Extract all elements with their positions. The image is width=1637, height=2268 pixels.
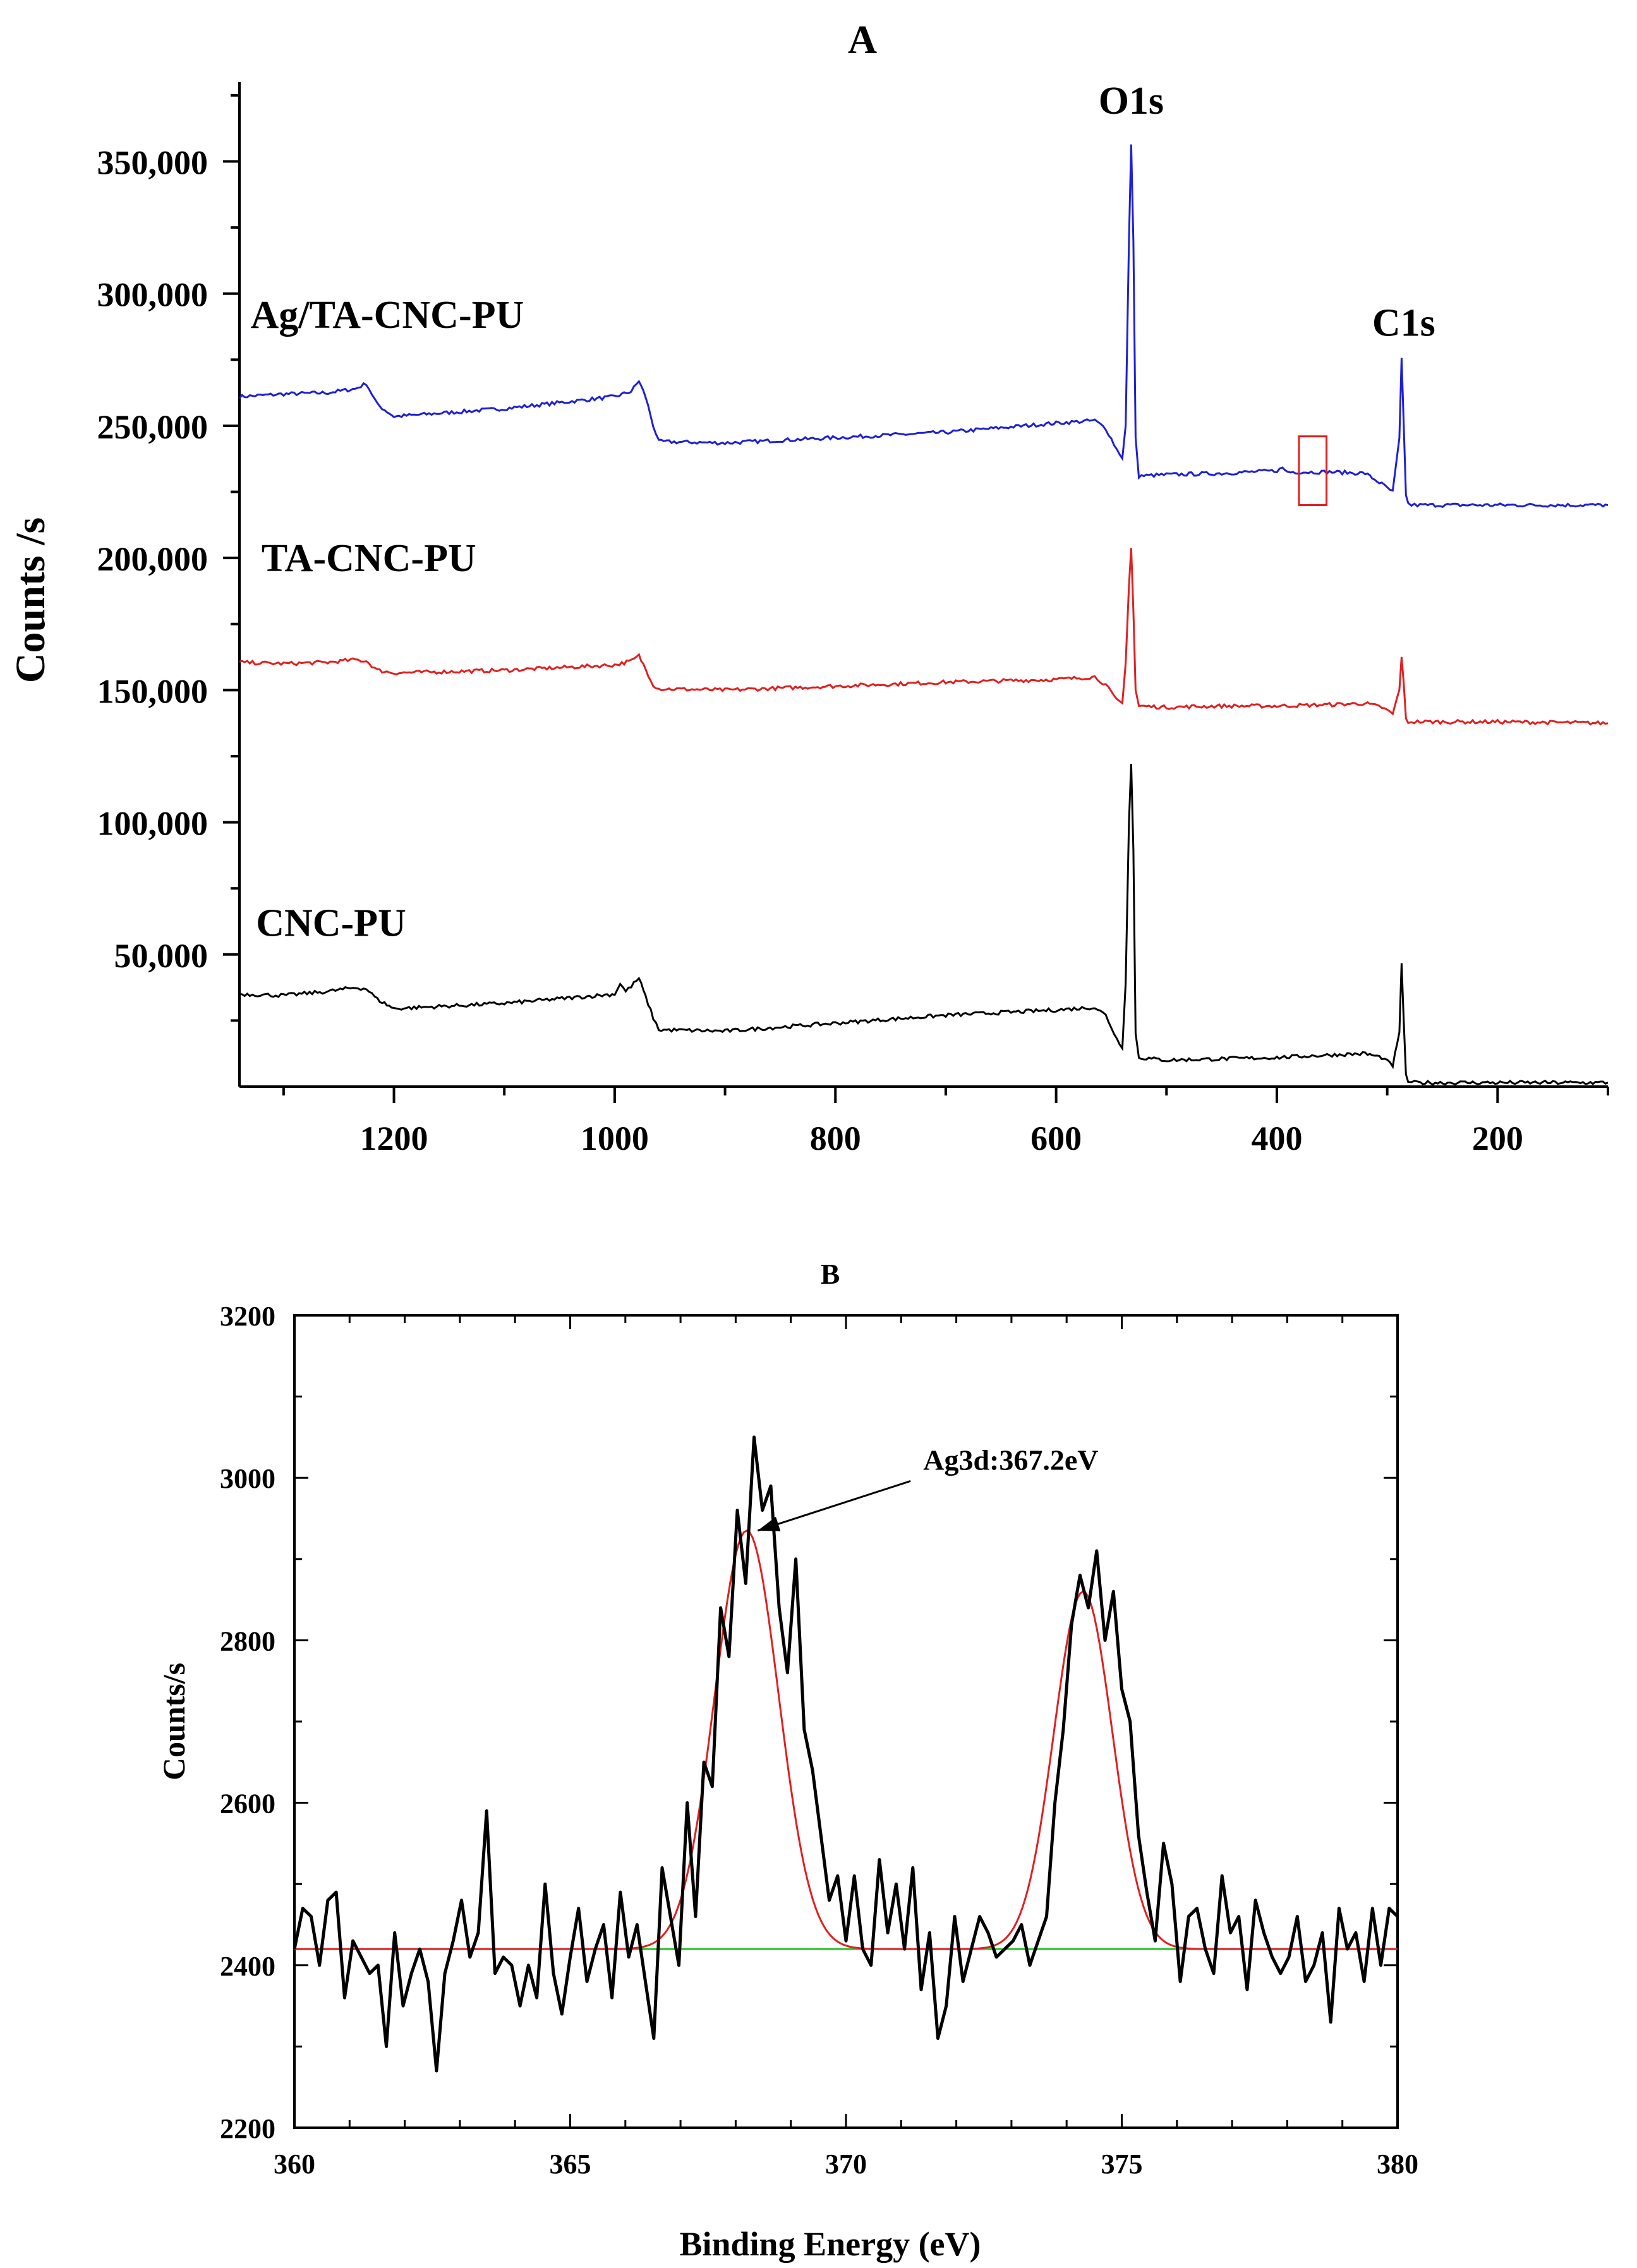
peak-label-o1s: O1s (1099, 80, 1164, 123)
panel-b-frame (293, 1314, 1399, 2129)
y-tick-label: 300,000 (97, 276, 208, 314)
panel-b-x-ticks: 360 365 370 375 380 (274, 1315, 1418, 2180)
y-tick-label: 2400 (220, 1951, 275, 1982)
annotation-arrowhead (758, 1516, 781, 1531)
panel-b-x-axis-label: Binding Energy (eV) (679, 2225, 981, 2263)
y-tick-label: 200,000 (97, 540, 208, 578)
y-tick-label: 250,000 (97, 408, 208, 446)
x-tick-label: 370 (825, 2149, 867, 2180)
y-tick-label: 50,000 (114, 937, 208, 975)
series-label-ag-ta-cnc-pu: Ag/TA-CNC-PU (250, 294, 524, 337)
x-tick-label: 380 (1377, 2149, 1418, 2180)
x-tick-label: 1000 (581, 1119, 649, 1157)
highlight-box (1298, 435, 1328, 506)
panel-b-y-axis-label: Counts/s (156, 1663, 191, 1780)
x-tick-label: 400 (1251, 1119, 1302, 1157)
peak-label-c1s: C1s (1372, 302, 1435, 345)
panel-a-y-axis-label: Counts /s (8, 517, 54, 683)
y-tick-label: 2600 (220, 1788, 275, 1819)
panel-a-y-ticks: 50,000 100,000 150,000 200,000 250,000 300,00… (97, 93, 239, 1022)
series-label-ta-cnc-pu: TA-CNC-PU (262, 537, 476, 580)
annotation-arrow (757, 1480, 911, 1532)
panel-a-plot-area: 50,000 100,000 150,000 200,000 250,000 300,00… (97, 80, 1609, 1157)
x-tick-label: 360 (274, 2149, 315, 2180)
y-tick-label: 100,000 (97, 805, 208, 843)
x-tick-label: 200 (1472, 1119, 1523, 1157)
panel-b-y-ticks: 2200 2400 2600 2800 3000 3200 (220, 1301, 1398, 2144)
series-line-ag-ta-cnc-pu (239, 144, 1608, 508)
series-label-cnc-pu: CNC-PU (256, 902, 406, 945)
y-tick-label: 350,000 (97, 144, 208, 182)
panel-b-title: B (821, 1258, 840, 1290)
y-tick-label: 2200 (220, 2113, 275, 2144)
x-tick-label: 1200 (360, 1119, 428, 1157)
series-line-cnc-pu (239, 763, 1608, 1086)
panel-b-series-group (294, 1435, 1398, 2073)
raw-spectrum-line (294, 1435, 1398, 2073)
peak-annotation-label: Ag3d:367.2eV (923, 1444, 1098, 1476)
y-tick-label: 3200 (220, 1301, 275, 1332)
x-tick-label: 600 (1030, 1119, 1082, 1157)
panel-a: A Counts /s 50,000 100,000 150,000 200,000 2… (8, 17, 1609, 1157)
x-tick-label: 365 (550, 2149, 591, 2180)
panel-a-series-group (239, 144, 1608, 1086)
y-tick-label: 3000 (220, 1463, 275, 1494)
y-tick-label: 2800 (220, 1626, 275, 1656)
x-tick-label: 800 (810, 1119, 861, 1157)
y-tick-label: 150,000 (97, 672, 208, 710)
gaussian-fit-line (294, 1529, 1398, 1950)
panel-a-title: A (848, 17, 877, 62)
x-tick-label: 375 (1101, 2149, 1143, 2180)
panel-a-x-ticks: 1200 1000 800 600 400 200 (282, 1087, 1609, 1157)
series-line-ta-cnc-pu (239, 548, 1608, 726)
